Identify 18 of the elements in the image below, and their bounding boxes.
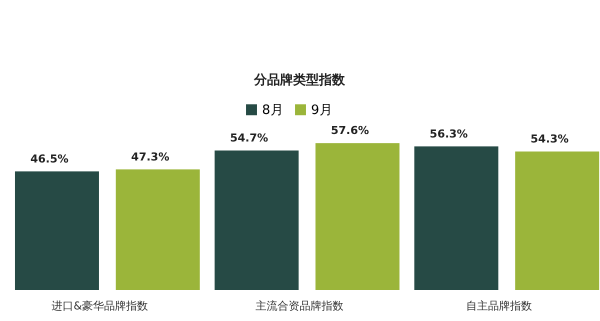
bar [315, 143, 400, 290]
bar [214, 150, 299, 290]
x-tick-label: 进口&豪华品牌指数 [52, 300, 148, 312]
x-tick-label: 自主品牌指数 [466, 300, 532, 312]
data-label: 54.7% [230, 132, 268, 145]
chart-title: 分品牌类型指数 [253, 72, 346, 88]
data-label: 46.5% [30, 152, 68, 166]
data-label: 47.3% [131, 150, 170, 164]
bar [414, 146, 498, 290]
bar [515, 152, 600, 290]
x-tick-label: 主流合资品牌指数 [256, 300, 344, 312]
legend-label: 8月 [262, 102, 284, 118]
data-label: 57.6% [330, 124, 370, 138]
bar [14, 171, 99, 290]
legend-label: 9月 [311, 102, 332, 118]
bar [116, 169, 200, 290]
data-label: 54.3% [530, 132, 569, 146]
data-label: 56.3% [430, 127, 468, 140]
